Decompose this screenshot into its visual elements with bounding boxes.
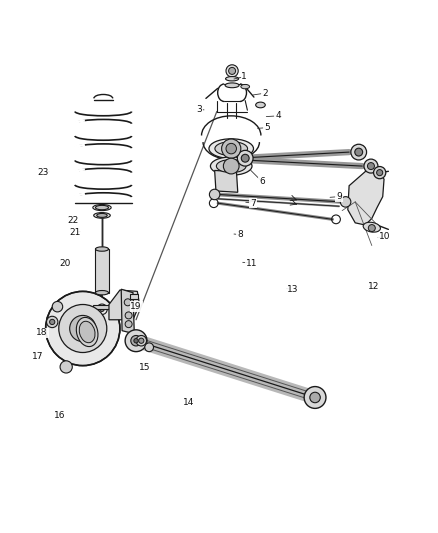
- Text: 7: 7: [250, 199, 256, 208]
- Text: 6: 6: [259, 177, 265, 186]
- Circle shape: [125, 321, 132, 328]
- Circle shape: [368, 224, 375, 231]
- Text: 11: 11: [246, 259, 258, 268]
- Circle shape: [145, 343, 153, 352]
- Polygon shape: [348, 171, 384, 225]
- Circle shape: [52, 302, 63, 312]
- Text: 13: 13: [286, 285, 298, 294]
- Circle shape: [46, 292, 120, 366]
- Ellipse shape: [215, 142, 247, 156]
- Circle shape: [59, 304, 107, 352]
- Circle shape: [125, 312, 132, 319]
- Circle shape: [304, 386, 326, 408]
- Circle shape: [355, 148, 363, 156]
- Circle shape: [374, 166, 386, 179]
- Polygon shape: [95, 249, 109, 293]
- Ellipse shape: [95, 290, 109, 295]
- Circle shape: [60, 361, 72, 373]
- Ellipse shape: [94, 213, 110, 218]
- Text: 12: 12: [368, 281, 380, 290]
- Circle shape: [131, 335, 141, 346]
- Text: 10: 10: [379, 232, 391, 241]
- Circle shape: [226, 143, 237, 154]
- Ellipse shape: [79, 321, 95, 343]
- Polygon shape: [109, 290, 140, 320]
- Circle shape: [70, 316, 96, 342]
- Polygon shape: [215, 171, 238, 192]
- Ellipse shape: [97, 213, 107, 217]
- Text: 19: 19: [130, 302, 142, 311]
- Polygon shape: [93, 305, 111, 309]
- Circle shape: [222, 139, 241, 158]
- Text: 18: 18: [36, 328, 48, 337]
- Text: 1: 1: [241, 72, 247, 81]
- Text: 2: 2: [262, 88, 268, 98]
- Circle shape: [223, 158, 239, 174]
- Circle shape: [100, 307, 104, 311]
- Circle shape: [139, 338, 144, 343]
- Polygon shape: [121, 289, 134, 334]
- Circle shape: [125, 330, 147, 352]
- Ellipse shape: [216, 159, 246, 173]
- Text: 21: 21: [69, 228, 81, 237]
- Circle shape: [340, 197, 351, 207]
- Circle shape: [134, 338, 138, 343]
- Ellipse shape: [241, 84, 250, 89]
- Ellipse shape: [76, 317, 98, 346]
- Ellipse shape: [210, 157, 252, 175]
- Ellipse shape: [95, 205, 109, 210]
- Text: 3: 3: [197, 105, 202, 114]
- Circle shape: [367, 163, 374, 169]
- Circle shape: [226, 65, 238, 77]
- Circle shape: [377, 169, 383, 176]
- Text: 14: 14: [183, 398, 194, 407]
- Ellipse shape: [209, 139, 254, 158]
- Text: 9: 9: [336, 192, 342, 201]
- Text: 17: 17: [32, 351, 43, 360]
- Circle shape: [364, 159, 378, 173]
- Text: 5: 5: [264, 123, 270, 132]
- Ellipse shape: [93, 205, 111, 211]
- Ellipse shape: [363, 222, 381, 232]
- Text: 16: 16: [54, 411, 65, 421]
- Circle shape: [310, 392, 320, 403]
- Text: 22: 22: [67, 216, 78, 225]
- Circle shape: [237, 150, 253, 166]
- Text: 15: 15: [139, 364, 151, 372]
- Text: 23: 23: [38, 168, 49, 177]
- Ellipse shape: [226, 77, 239, 81]
- Bar: [130, 294, 138, 299]
- Ellipse shape: [225, 83, 239, 88]
- Text: 8: 8: [237, 230, 243, 239]
- Circle shape: [136, 335, 147, 346]
- Ellipse shape: [95, 247, 109, 251]
- Circle shape: [46, 316, 58, 328]
- Circle shape: [49, 319, 55, 325]
- Circle shape: [209, 189, 220, 200]
- Circle shape: [229, 67, 236, 75]
- Circle shape: [351, 144, 367, 160]
- Circle shape: [124, 299, 131, 306]
- Text: 20: 20: [60, 259, 71, 268]
- Circle shape: [241, 154, 249, 162]
- Ellipse shape: [256, 102, 265, 108]
- Text: 4: 4: [275, 111, 281, 120]
